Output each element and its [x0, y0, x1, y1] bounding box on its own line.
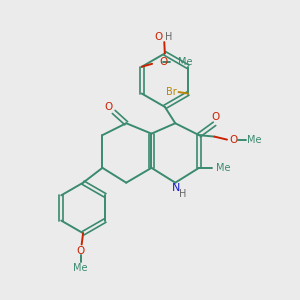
- Text: O: O: [212, 112, 220, 122]
- Text: O: O: [154, 32, 162, 42]
- Text: H: H: [165, 32, 172, 42]
- Text: O: O: [76, 246, 85, 256]
- Text: Br: Br: [166, 87, 177, 97]
- Text: O: O: [230, 135, 238, 145]
- Text: Me: Me: [74, 263, 88, 273]
- Text: Me: Me: [178, 57, 193, 67]
- Text: Me: Me: [216, 163, 231, 173]
- Text: N: N: [172, 183, 180, 193]
- Text: Me: Me: [248, 135, 262, 145]
- Text: O: O: [160, 57, 168, 67]
- Text: O: O: [104, 102, 112, 112]
- Text: H: H: [179, 189, 186, 199]
